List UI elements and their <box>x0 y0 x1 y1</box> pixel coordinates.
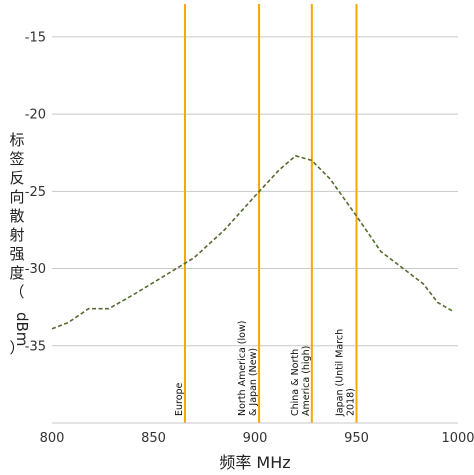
y-axis-label-part: 度 <box>9 264 24 282</box>
x-tick-label: 1000 <box>441 431 474 446</box>
x-tick-label: 900 <box>243 431 268 446</box>
y-tick-label: -20 <box>25 108 46 123</box>
y-axis-label-part: 签 <box>9 150 24 168</box>
band-marker-label: 2018) <box>346 388 357 416</box>
y-axis-label-part: 散 <box>9 207 24 225</box>
backscatter-series-line <box>51 154 455 330</box>
y-axis-label-part: dBm <box>13 312 31 346</box>
band-marker-label: Japan (Until March <box>335 329 346 417</box>
y-tick-label: -15 <box>25 30 46 45</box>
band-marker-label: America (high) <box>301 346 312 416</box>
y-axis-label-part: 标 <box>9 131 24 149</box>
y-tick-label: -35 <box>25 339 46 354</box>
x-tick-label: 950 <box>344 431 369 446</box>
y-axis-label-part: ） <box>9 339 24 357</box>
x-axis-label: 频率 MHz <box>219 453 290 472</box>
x-tick-labels: 800 850 900 950 1000 <box>40 431 474 446</box>
y-tick-labels: -15 -20 -25 -30 -35 <box>25 30 46 354</box>
y-tick-label: -25 <box>25 185 46 200</box>
band-marker-label: Europe <box>174 382 185 416</box>
y-axis-label-part: 射 <box>9 226 24 244</box>
y-tick-label: -30 <box>25 262 46 277</box>
band-marker-label: North America (low) <box>237 321 248 416</box>
y-axis-label-part: 向 <box>9 188 24 206</box>
x-tick-label: 850 <box>141 431 166 446</box>
band-marker-labels: Europe North America (low) & Japan (New) Ch… <box>174 321 357 417</box>
band-marker-label: China & North <box>290 349 301 416</box>
x-tick-label: 800 <box>40 431 65 446</box>
y-axis-label-part: 强 <box>9 245 24 263</box>
y-axis-label-part: 反 <box>9 169 24 187</box>
y-axis-label-part: （ <box>9 283 24 301</box>
grid-lines <box>52 36 458 347</box>
band-marker-label: & Japan (New) <box>248 348 259 416</box>
band-markers <box>183 4 358 423</box>
